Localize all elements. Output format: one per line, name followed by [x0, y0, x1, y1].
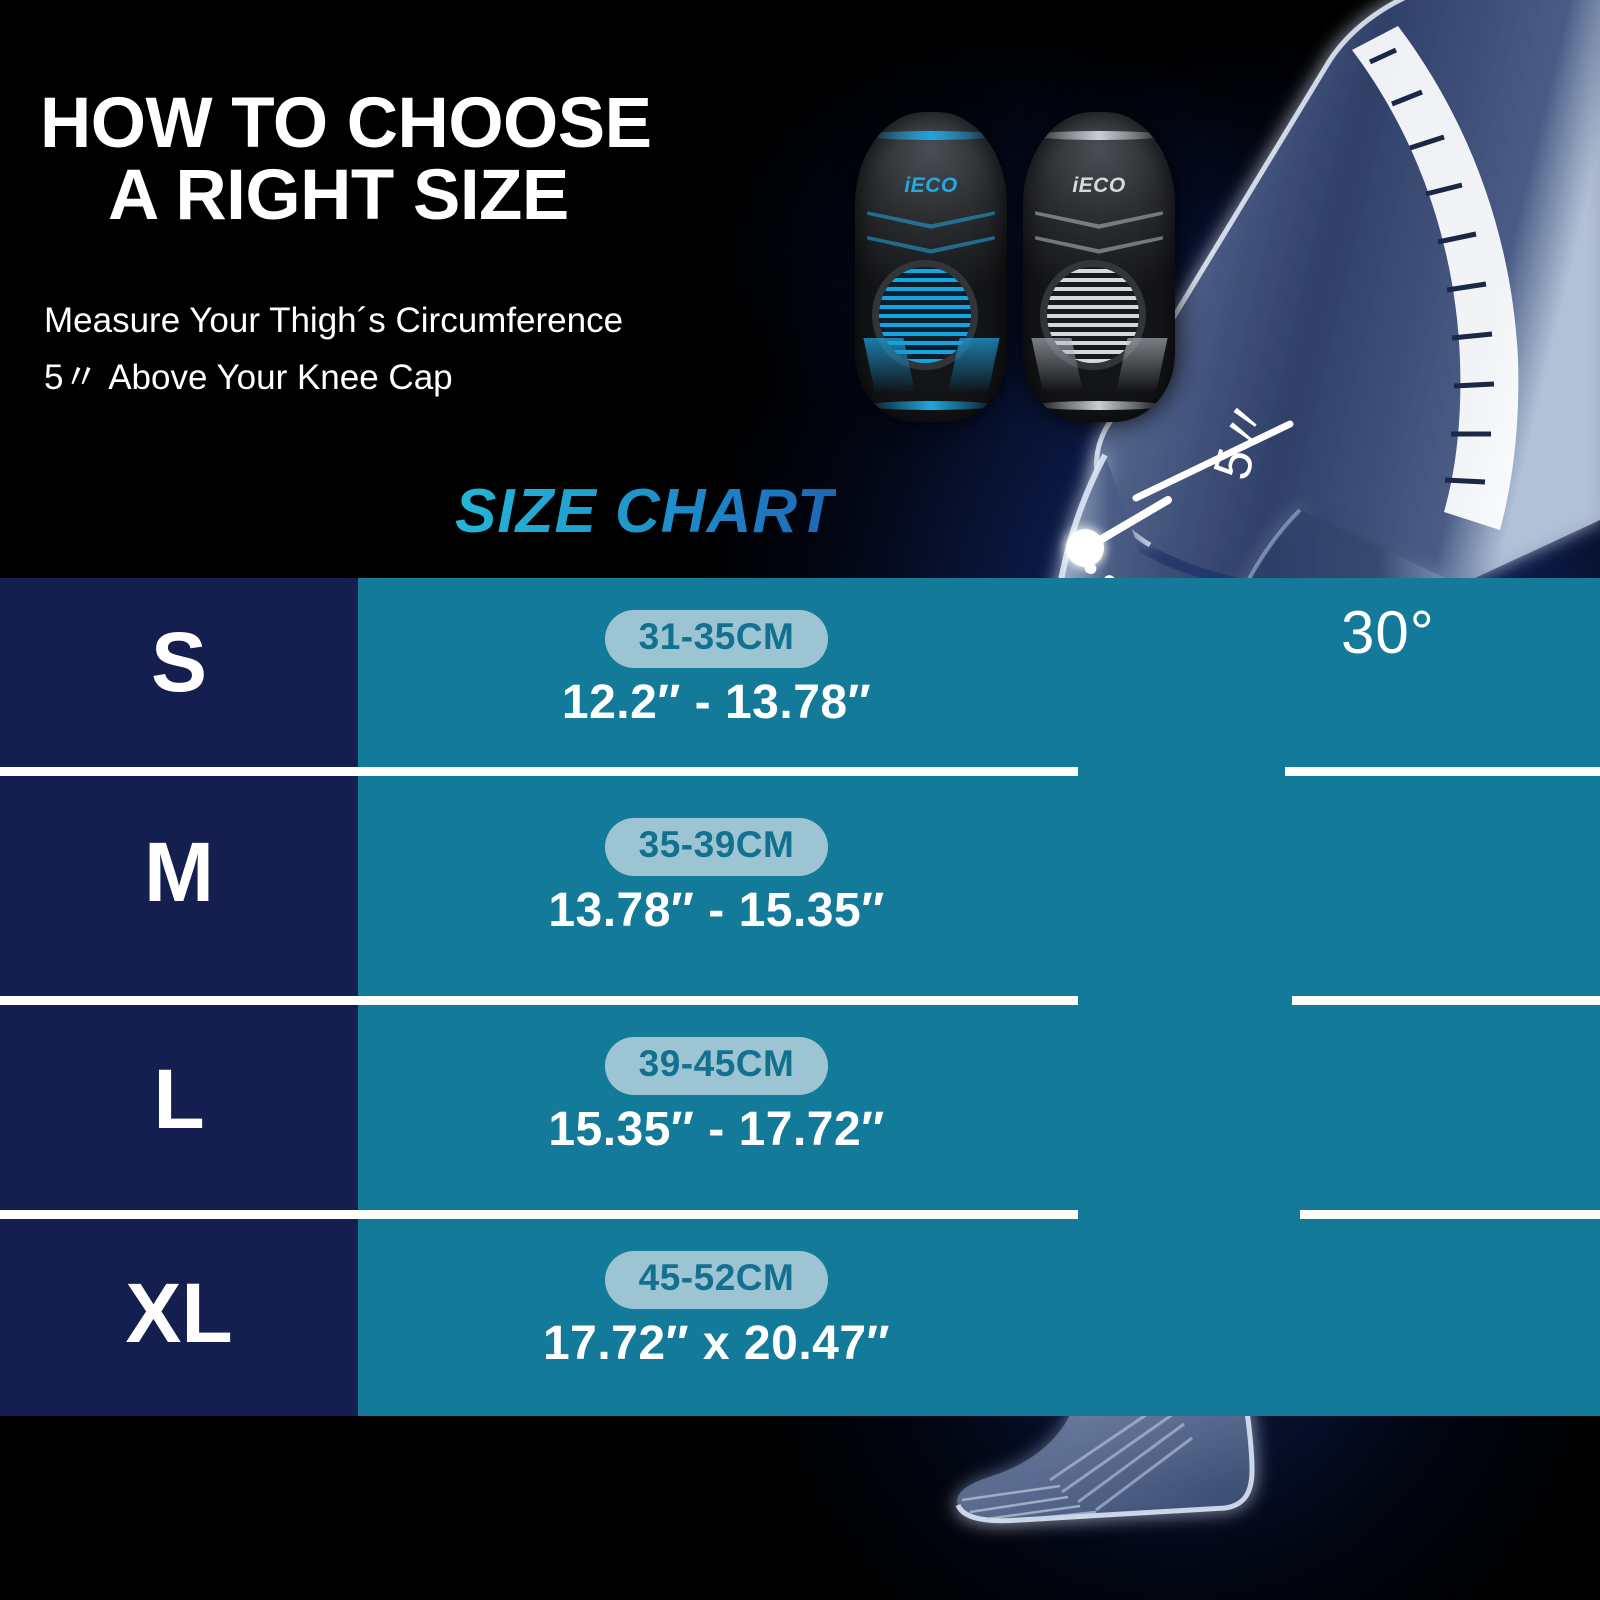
row-divider: [1292, 996, 1600, 1005]
angle-annotation: 30°: [1341, 599, 1435, 666]
row-inches-value: 17.72″ x 20.47″: [542, 1316, 891, 1370]
brace-gray-logo: iECO: [1072, 174, 1126, 197]
instruction-line-1: Measure Your Thigh´s Circumference: [44, 301, 624, 340]
row-values: 35-39CM 13.78″ - 15.35″: [358, 818, 1075, 938]
brace-blue-chevron-1: [867, 211, 995, 229]
table-row: XL 45-52CM 17.72″ x 20.47″: [0, 1219, 1600, 1416]
brace-blue-body: iECO: [855, 112, 1007, 422]
brace-gray-top-cuff: [1032, 130, 1166, 140]
measuring-tape-band: [1352, 26, 1519, 530]
row-size-label: L: [153, 1052, 205, 1146]
brace-blue-logo: iECO: [904, 174, 958, 197]
brace-blue-bottom-cuff: [864, 400, 998, 410]
headline-line-2: A RIGHT SIZE: [108, 156, 569, 236]
knee-brace-blue: iECO: [855, 112, 1007, 422]
row-inches-value: 13.78″ - 15.35″: [548, 883, 885, 937]
product-images: iECO iECO: [855, 112, 1195, 432]
row-size-label: M: [144, 825, 214, 919]
row-cm-pill: 39-45CM: [604, 1037, 829, 1095]
brace-gray-bottom-cuff: [1032, 400, 1166, 410]
row-divider: [1285, 767, 1600, 776]
knee-brace-gray: iECO: [1023, 112, 1175, 422]
row-cm-pill: 31-35CM: [604, 610, 829, 668]
row-cm-pill: 45-52CM: [604, 1251, 829, 1309]
brace-gray-chevron-1: [1035, 211, 1163, 229]
brace-blue-chevron-2: [867, 236, 995, 254]
row-divider: [0, 767, 1078, 776]
row-divider: [1300, 1210, 1600, 1219]
brace-gray-body: iECO: [1023, 112, 1175, 422]
row-divider: [0, 996, 1078, 1005]
row-cm-pill: 35-39CM: [604, 818, 829, 876]
page-title: HOW TO CHOOSE A RIGHT SIZE: [40, 84, 840, 236]
row-values: 39-45CM 15.35″ - 17.72″: [358, 1037, 1075, 1157]
row-inches-value: 12.2″ - 13.78″: [561, 675, 872, 729]
row-values: 31-35CM 12.2″ - 13.78″: [358, 610, 1075, 730]
row-size-label: XL: [125, 1266, 233, 1360]
table-row: S 31-35CM 12.2″ - 13.78″: [0, 578, 1600, 772]
row-size-label: S: [150, 615, 208, 709]
knee-cap-dot-core: [1066, 529, 1104, 567]
size-chart-heading: SIZE CHART: [455, 477, 836, 546]
row-divider: [0, 1210, 1078, 1219]
brace-blue-top-cuff: [864, 130, 998, 140]
instruction-text: Measure Your Thigh´s Circumference 5〃 Ab…: [44, 293, 864, 406]
knee-leader-line: [1096, 496, 1172, 544]
table-row: L 39-45CM 15.35″ - 17.72″: [0, 1005, 1600, 1211]
row-values: 45-52CM 17.72″ x 20.47″: [358, 1251, 1075, 1371]
headline-line-1: HOW TO CHOOSE: [40, 84, 652, 163]
brace-gray-chevron-2: [1035, 236, 1163, 254]
table-row: M 35-39CM 13.78″ - 15.35″: [0, 776, 1600, 998]
size-chart-table: S 31-35CM 12.2″ - 13.78″ M 35-39CM 13.78…: [0, 578, 1600, 1416]
row-inches-value: 15.35″ - 17.72″: [548, 1102, 885, 1156]
instruction-line-2: 5〃 Above Your Knee Cap: [44, 357, 453, 397]
